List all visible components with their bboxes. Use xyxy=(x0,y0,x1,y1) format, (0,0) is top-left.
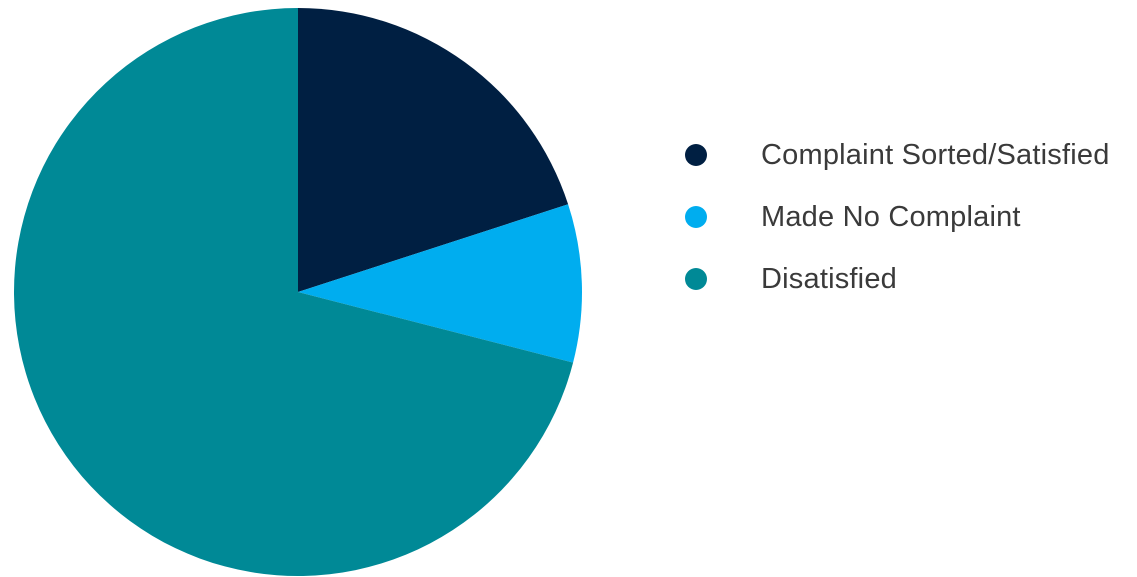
legend-item: Made No Complaint xyxy=(685,186,1110,248)
pie-chart xyxy=(14,8,582,576)
pie-slice-complaint-sorted-satisfied xyxy=(298,8,569,292)
legend-label: Disatisfied xyxy=(761,262,897,295)
legend-label: Made No Complaint xyxy=(761,200,1021,233)
legend-swatch xyxy=(685,268,707,290)
legend-item: Complaint Sorted/Satisfied xyxy=(685,124,1110,186)
chart-legend: Complaint Sorted/Satisfied Made No Compla… xyxy=(685,124,1110,310)
legend-swatch xyxy=(685,144,707,166)
legend-item: Disatisfied xyxy=(685,248,1110,310)
pie-slice-disatisfied xyxy=(14,8,574,576)
pie-slice-made-no-complaint xyxy=(298,204,582,363)
legend-swatch xyxy=(685,206,707,228)
legend-label: Complaint Sorted/Satisfied xyxy=(761,138,1110,171)
